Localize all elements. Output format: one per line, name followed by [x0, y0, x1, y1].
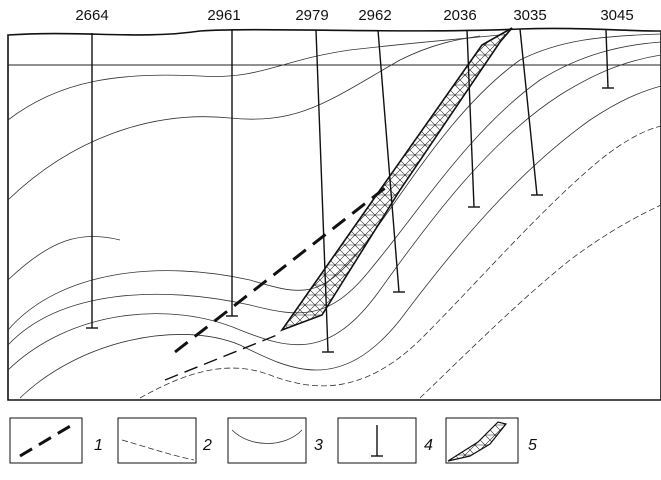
section-frame: [8, 28, 661, 400]
well-label: 2979: [295, 7, 328, 24]
legend-label: 2: [202, 437, 212, 454]
wells: [86, 29, 614, 352]
legend-box: [118, 418, 196, 463]
well: [378, 30, 399, 292]
legend-symbol: [122, 440, 194, 460]
well: [606, 30, 608, 88]
legend-label: 1: [94, 437, 103, 454]
legend-label: 4: [424, 437, 433, 454]
well-label: 2036: [443, 7, 476, 24]
fault-line: [175, 188, 385, 352]
legend-box: [228, 418, 306, 463]
legend: [10, 418, 518, 463]
contours: [8, 34, 661, 398]
cross-section: 2664 2961 2979 2962 2036 3035 3045 1 2 3…: [0, 0, 661, 480]
legend-label: 3: [314, 437, 323, 454]
well-label: 3045: [600, 7, 633, 24]
legend-symbol: [20, 425, 72, 456]
legend-symbol: [232, 430, 302, 444]
legend-label: 5: [528, 437, 537, 454]
hatched-body: [282, 28, 512, 330]
well-label: 2664: [75, 7, 108, 24]
well-label: 2962: [358, 7, 391, 24]
well-label: 2961: [207, 7, 240, 24]
legend-symbol: [448, 422, 506, 461]
well-label: 3035: [513, 7, 546, 24]
